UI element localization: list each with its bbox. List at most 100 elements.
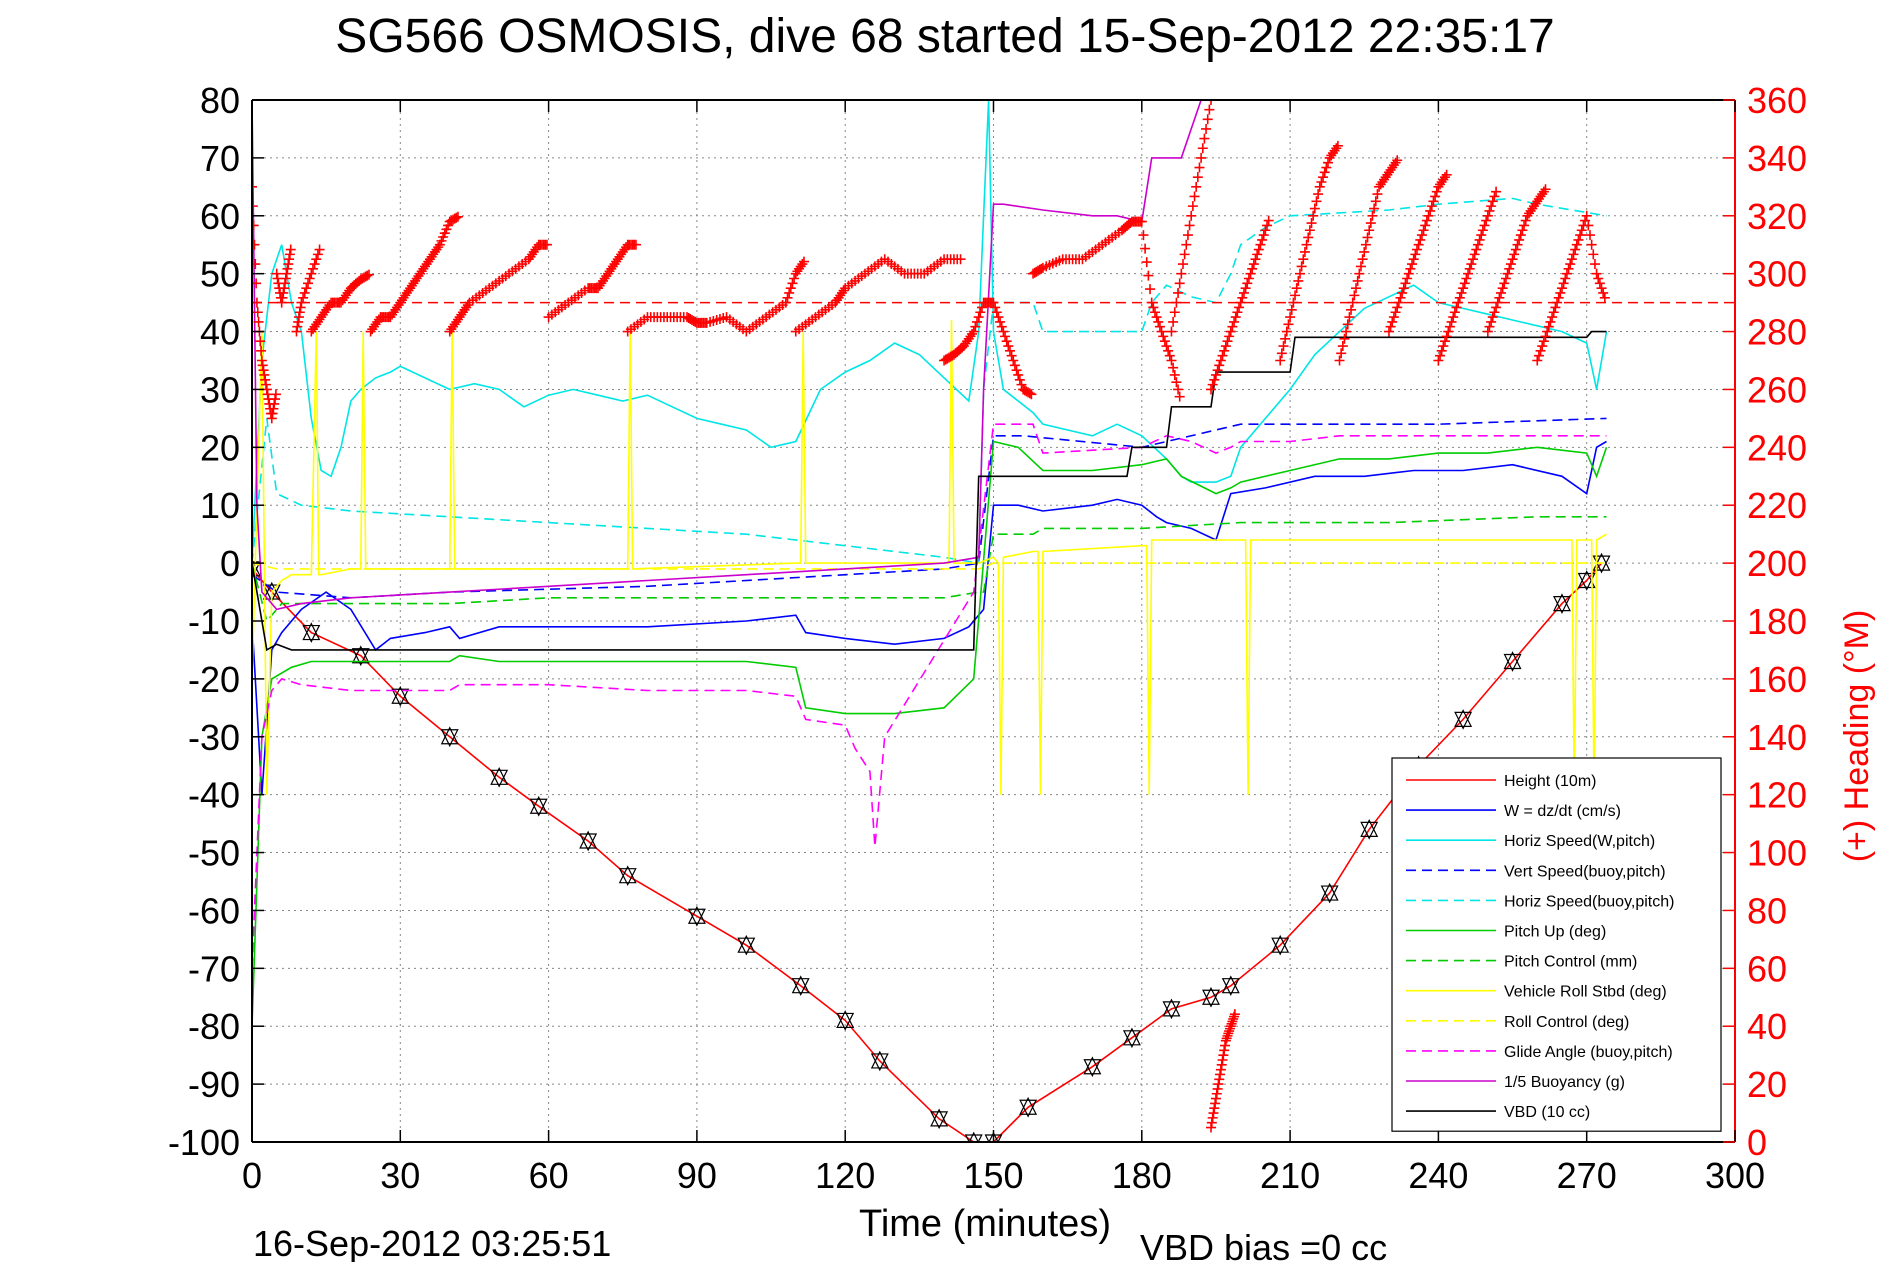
- heading-point: [780, 297, 791, 308]
- y-tick-label: 70: [200, 138, 240, 179]
- heading-point: [1216, 1059, 1227, 1070]
- heading-point: [785, 283, 796, 294]
- heading-point: [1146, 297, 1157, 308]
- height-marker-up: [1162, 998, 1181, 1017]
- heading-point: [1000, 331, 1011, 342]
- legend-label: Roll Control (deg): [1504, 1014, 1629, 1031]
- heading-point: [1280, 333, 1291, 344]
- heading-point: [271, 268, 282, 279]
- legend-label: Horiz Speed(buoy,pitch): [1504, 893, 1674, 910]
- heading-point: [1519, 220, 1530, 231]
- heading-point: [1151, 312, 1162, 323]
- heading-point: [1349, 290, 1360, 301]
- heading-point: [1405, 263, 1416, 274]
- heading-point: [784, 287, 795, 298]
- heading-point: [1576, 225, 1587, 236]
- heading-point: [1283, 319, 1294, 330]
- heading-point: [1433, 355, 1444, 366]
- heading-point: [1222, 0, 1232, 9]
- heading-point: [1456, 287, 1467, 298]
- y2-tick-label: 260: [1747, 369, 1807, 410]
- heading-point: [973, 312, 984, 323]
- heading-point: [1218, 1050, 1229, 1061]
- heading-point: [1514, 234, 1525, 245]
- heading-point: [1223, 1028, 1234, 1039]
- heading-point: [1016, 379, 1027, 390]
- heading-point: [1260, 225, 1271, 236]
- heading-point: [1451, 302, 1462, 313]
- heading-point: [1248, 259, 1259, 270]
- heading-point: [1219, 345, 1230, 356]
- heading-point: [1420, 220, 1431, 231]
- heading-point: [1355, 261, 1366, 272]
- height-marker-up: [1083, 1056, 1102, 1075]
- heading-point: [968, 326, 979, 337]
- heading-point: [1169, 369, 1180, 380]
- y2-tick-label: 300: [1747, 254, 1807, 295]
- heading-point: [1258, 230, 1269, 241]
- heading-point: [1206, 1117, 1217, 1128]
- heading-point: [1149, 307, 1160, 318]
- heading-point: [252, 307, 263, 318]
- heading-point: [1428, 196, 1439, 207]
- series-line: [252, 562, 1607, 570]
- heading-point: [279, 283, 290, 294]
- series-line: [252, 100, 1203, 611]
- heading-point: [1159, 336, 1170, 347]
- legend-label: Pitch Control (mm): [1504, 954, 1637, 971]
- y2-tick-label: 200: [1747, 543, 1807, 584]
- y-tick-label: 0: [220, 543, 240, 584]
- heading-point: [1543, 321, 1554, 332]
- heading-point: [1177, 259, 1188, 270]
- heading-point: [1179, 249, 1190, 260]
- series-line: [252, 515, 1607, 623]
- heading-point: [304, 273, 315, 284]
- heading-point: [838, 285, 849, 296]
- y2-tick-label: 240: [1747, 427, 1807, 468]
- footer-timestamp: 16-Sep-2012 03:25:51: [253, 1223, 611, 1262]
- height-marker-down: [351, 648, 370, 667]
- heading-point: [1575, 230, 1586, 241]
- heading-point: [1211, 1088, 1222, 1099]
- height-marker-up: [930, 1108, 949, 1127]
- height-marker-down: [1083, 1059, 1102, 1078]
- heading-point: [1588, 249, 1599, 260]
- heading-point: [1234, 302, 1245, 313]
- legend-label: Vehicle Roll Stbd (deg): [1504, 984, 1667, 1001]
- heading-point: [1415, 234, 1426, 245]
- height-marker-down: [1360, 821, 1379, 840]
- heading-point: [1496, 287, 1507, 298]
- heading-point: [451, 212, 462, 223]
- heading-point: [1402, 273, 1413, 284]
- heading-point: [269, 398, 280, 409]
- x-tick-label: 180: [1112, 1155, 1172, 1196]
- heading-point: [1309, 203, 1320, 214]
- heading-point: [1240, 283, 1251, 294]
- y2-tick-label: 160: [1747, 659, 1807, 700]
- heading-point: [362, 270, 373, 281]
- heading-point: [1263, 215, 1274, 226]
- heading-point: [1255, 239, 1266, 250]
- heading-point: [280, 273, 291, 284]
- heading-point: [1013, 369, 1024, 380]
- legend-label: Glide Angle (buoy,pitch): [1504, 1044, 1673, 1061]
- height-marker-down: [1162, 1001, 1181, 1020]
- heading-point: [1220, 341, 1231, 352]
- heading-point: [1001, 336, 1012, 347]
- y-tick-label: -50: [188, 833, 240, 874]
- height-marker-up: [1202, 986, 1220, 1005]
- heading-point: [1253, 244, 1264, 255]
- series-line: [252, 440, 1608, 1027]
- heading-point: [1438, 341, 1449, 352]
- heading-point: [1153, 316, 1164, 327]
- height-marker-up: [302, 622, 321, 641]
- height-marker-down: [1577, 572, 1596, 591]
- heading-point: [1286, 304, 1297, 315]
- height-marker-up: [1360, 819, 1379, 837]
- heading-point: [1207, 379, 1218, 390]
- heading-point: [1494, 292, 1505, 303]
- heading-point: [797, 259, 808, 270]
- heading-point: [1209, 76, 1219, 86]
- height-marker-up: [252, 558, 261, 577]
- heading-point: [1222, 336, 1233, 347]
